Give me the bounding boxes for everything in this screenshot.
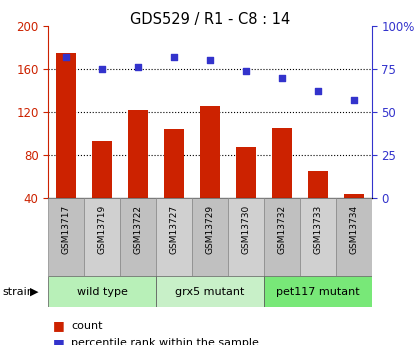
Bar [48,198,84,276]
Point [243,68,249,73]
Point [278,75,285,80]
Text: ■: ■ [52,337,64,345]
Bar [156,276,264,307]
Point [171,54,177,60]
Bar [236,147,256,198]
Bar [264,276,372,307]
Bar [200,106,220,198]
Text: GSM13717: GSM13717 [62,205,71,254]
Bar [272,128,292,198]
Text: GSM13730: GSM13730 [241,205,250,254]
Text: wild type: wild type [77,287,128,296]
Bar [56,53,76,198]
Point [315,89,321,94]
Text: strain: strain [2,287,34,296]
Bar [128,110,148,198]
Text: percentile rank within the sample: percentile rank within the sample [71,338,259,345]
Point [207,58,213,63]
Bar [228,198,264,276]
Bar [336,198,372,276]
Bar [192,198,228,276]
Text: ■: ■ [52,319,64,333]
Point [350,97,357,103]
Bar [48,276,156,307]
Bar [344,194,364,198]
Bar [120,198,156,276]
Bar [264,198,300,276]
Text: GSM13719: GSM13719 [98,205,107,254]
Text: GSM13729: GSM13729 [205,205,215,254]
Text: GSM13734: GSM13734 [349,205,358,254]
Text: GSM13733: GSM13733 [313,205,322,254]
Text: GDS529 / R1 - C8 : 14: GDS529 / R1 - C8 : 14 [130,12,290,27]
Text: ▶: ▶ [30,287,39,296]
Bar [92,141,112,198]
Text: count: count [71,321,103,331]
Point [99,66,105,72]
Bar [84,198,120,276]
Point [135,65,142,70]
Text: GSM13732: GSM13732 [277,205,286,254]
Bar [156,198,192,276]
Point [63,54,70,60]
Text: grx5 mutant: grx5 mutant [175,287,245,296]
Bar [308,171,328,198]
Text: GSM13722: GSM13722 [134,205,143,254]
Bar [164,129,184,198]
Text: GSM13727: GSM13727 [170,205,178,254]
Bar [300,198,336,276]
Text: pet117 mutant: pet117 mutant [276,287,360,296]
